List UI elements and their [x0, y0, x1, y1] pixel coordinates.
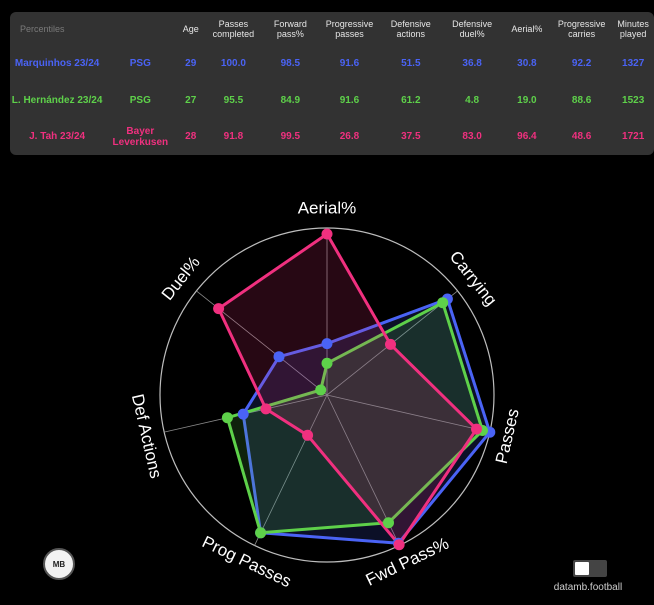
- percentiles-table-card: Percentiles Age Passes completed Forward…: [10, 12, 654, 155]
- radar-series-polygon: [217, 232, 478, 547]
- table-row: Marquinhos 23/24 PSG 29 100.0 98.5 91.6 51.5 36…: [10, 46, 654, 80]
- header-progressive-carries: Progressive carries: [557, 19, 606, 39]
- header-progressive-passes: Progressive passes: [325, 19, 374, 39]
- stat-cell: 19.0: [517, 94, 537, 106]
- stat-cell: 91.6: [339, 94, 360, 106]
- stat-cell: 4.8: [465, 94, 480, 106]
- stat-cell: 91.6: [339, 57, 360, 69]
- stat-cell: 27: [185, 94, 197, 106]
- header-defensive-duel: Defensive duel%: [452, 19, 493, 39]
- radar-data-point: [385, 338, 396, 350]
- radar-data-point: [437, 297, 449, 309]
- radar-data-point: [321, 228, 333, 240]
- radar-data-point: [315, 384, 327, 396]
- radar-data-point: [260, 403, 272, 415]
- radar-axis-label: Carrying: [446, 247, 501, 309]
- player-name: J. Tah 23/24: [29, 131, 86, 142]
- radar-data-point: [383, 517, 394, 529]
- watermark-text: datamb.football: [553, 582, 623, 593]
- theme-toggle-knob[interactable]: [575, 562, 589, 575]
- stat-cell: 48.6: [571, 131, 592, 142]
- stat-cell: 95.5: [223, 94, 244, 106]
- stat-cell: 96.4: [517, 131, 537, 142]
- radar-data-point: [273, 351, 285, 363]
- stat-cell: 36.8: [462, 57, 482, 69]
- radar-data-point: [237, 408, 249, 420]
- stat-cell: 61.2: [401, 94, 421, 106]
- header-minutes-played: Minutes played: [617, 19, 649, 39]
- radar-data-point: [393, 539, 405, 551]
- stat-cell: 98.5: [280, 57, 301, 69]
- percentiles-table: Percentiles Age Passes completed Forward…: [10, 12, 654, 153]
- table-row: L. Hernández 23/24 PSG 27 95.5 84.9 91.6 61.2 4…: [10, 80, 654, 120]
- team-name: Bayer Leverkusen: [112, 125, 169, 148]
- stat-cell: 51.5: [401, 57, 421, 69]
- header-aerial: Aerial%: [511, 24, 543, 34]
- radar-data-point: [302, 429, 314, 441]
- radar-data-point: [255, 527, 267, 539]
- stat-cell: 1523: [622, 94, 645, 106]
- header-forward-pass: Forward pass%: [273, 19, 307, 39]
- stat-cell: 91.8: [223, 131, 244, 142]
- logo-text: MB: [52, 559, 66, 569]
- stat-cell: 30.8: [517, 57, 537, 69]
- player-name: L. Hernández 23/24: [11, 94, 103, 106]
- stat-cell: 1327: [622, 57, 645, 69]
- stat-cell: 28: [185, 131, 197, 142]
- radar-spoke: [254, 394, 328, 546]
- stat-cell: 26.8: [339, 131, 360, 142]
- table-row: J. Tah 23/24 Bayer Leverkusen 28 91.8 99.5 26…: [10, 120, 654, 153]
- radar-data-point: [321, 357, 333, 369]
- radar-data-point: [221, 412, 233, 424]
- radar-chart: Aerial% Carrying Passes Fwd Pass% Prog Passe…: [0, 160, 654, 600]
- radar-axis-label: Duel%: [158, 253, 204, 304]
- radar-series-polygon: [225, 301, 484, 535]
- header-passes-completed: Passes completed: [212, 19, 255, 39]
- radar-data-point: [213, 303, 225, 315]
- header-team: [104, 12, 176, 46]
- radar-axis-label: Aerial%: [298, 198, 357, 217]
- stat-cell: 1721: [622, 131, 645, 142]
- stat-cell: 83.0: [462, 131, 482, 142]
- stat-cell: 29: [185, 57, 197, 69]
- table-header-row: Percentiles Age Passes completed Forward…: [10, 12, 654, 46]
- stat-cell: 88.6: [571, 94, 592, 106]
- stat-cell: 84.9: [280, 94, 301, 106]
- player-name: Marquinhos 23/24: [14, 57, 100, 69]
- stat-cell: 100.0: [220, 57, 246, 69]
- stat-cell: 99.5: [280, 131, 301, 142]
- radar-data-point: [471, 423, 482, 435]
- table-corner-label: Percentiles: [20, 24, 65, 34]
- team-name: PSG: [129, 57, 151, 69]
- header-defensive-actions: Defensive actions: [390, 19, 431, 39]
- theme-toggle[interactable]: [573, 560, 607, 577]
- datamb-logo: MB: [43, 548, 75, 580]
- radar-data-point: [321, 338, 333, 350]
- team-name: PSG: [129, 94, 151, 106]
- radar-spoke: [326, 394, 490, 433]
- header-age: Age: [182, 24, 199, 34]
- stat-cell: 37.5: [401, 131, 421, 142]
- stat-cell: 92.2: [571, 57, 592, 69]
- radar-axis-label: Passes: [492, 407, 523, 466]
